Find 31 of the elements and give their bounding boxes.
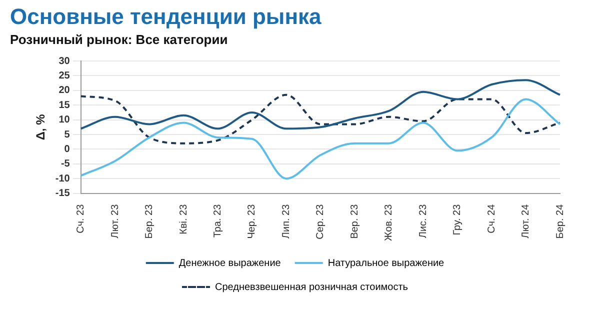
y-axis-title: Δ, % <box>34 114 48 140</box>
y-tick-label: -15 <box>55 188 70 200</box>
x-tick-label: Чер. 23 <box>246 204 258 239</box>
x-tick-label: Лют. 23 <box>110 204 121 238</box>
x-tick-label: Лип. 23 <box>280 204 292 239</box>
x-tick-label: Лют. 24 <box>520 204 532 238</box>
y-tick-label: 5 <box>64 129 70 140</box>
x-tick-label: Сч. 24 <box>486 204 498 234</box>
x-tick-label: Сер. 23 <box>315 204 326 240</box>
y-tick-label: 15 <box>58 100 70 111</box>
y-tick-label: 10 <box>58 114 70 126</box>
y-tick-label: 20 <box>58 85 70 96</box>
x-tick-label: Жов. 23 <box>384 204 395 242</box>
y-tick-label: 25 <box>58 70 70 82</box>
chart-subtitle: Розничный рынок: Все категории <box>10 32 228 47</box>
x-tick-label: Гру. 23 <box>452 204 464 236</box>
legend-label: Денежное выражение <box>178 258 282 269</box>
y-tick-label: -10 <box>55 173 70 184</box>
x-tick-label: Сч. 23 <box>76 204 87 234</box>
y-tick-label: -5 <box>60 158 70 170</box>
x-tick-label: Вер. 23 <box>349 204 360 239</box>
x-tick-label: Тра. 23 <box>212 204 224 238</box>
legend-label: Натуральное выражение <box>328 258 445 269</box>
x-tick-label: Лис. 23 <box>418 204 429 238</box>
x-tick-label: Кві. 23 <box>178 204 190 234</box>
legend-label: Средневзвешенная розничная стоимость <box>214 282 408 293</box>
x-tick-label: Бер. 24 <box>554 204 566 239</box>
chart-title: Основные тенденции рынка <box>10 4 322 30</box>
y-tick-label: 0 <box>64 144 70 155</box>
x-tick-label: Бер. 23 <box>144 204 156 239</box>
y-tick-label: 30 <box>58 56 70 67</box>
